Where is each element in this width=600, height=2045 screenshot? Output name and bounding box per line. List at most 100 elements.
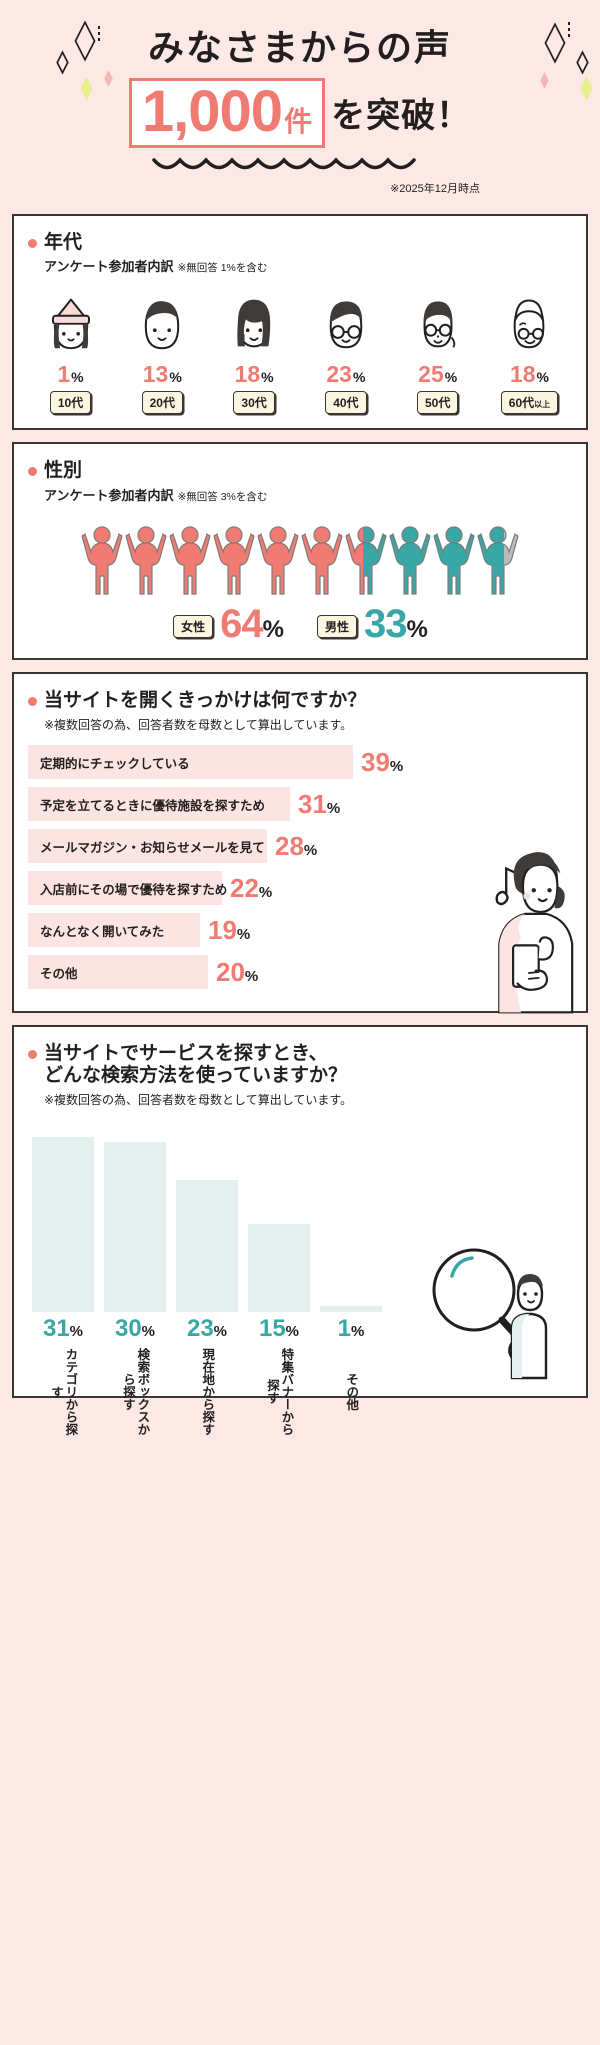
person-icon-female xyxy=(213,526,255,595)
search-label: その他 xyxy=(344,1373,359,1411)
search-label-col: 23% 現在地から探す xyxy=(176,1312,238,1445)
person-icon-female xyxy=(257,526,299,595)
trigger-bar-label: なんとなく開いてみた xyxy=(40,924,165,939)
age-percent: 18% xyxy=(212,363,297,386)
person-icon-noanswer xyxy=(477,526,519,595)
search-bar-col xyxy=(320,1122,382,1312)
search-label-col: 31% カテゴリから探す xyxy=(32,1312,94,1445)
face-20s-icon xyxy=(145,301,180,350)
face-10s-icon xyxy=(51,299,90,350)
gender-pictogram xyxy=(28,518,572,598)
trigger-bar: メールマガジン・お知らせメールを見て xyxy=(28,829,267,864)
page-title: みなさまからの声 xyxy=(147,27,452,68)
male-percent-value: 33 xyxy=(364,602,407,647)
gender-male: 男性 33% xyxy=(317,602,428,647)
man-with-magnifier-illustration xyxy=(432,1248,548,1380)
age-label-pill: 50代 xyxy=(417,391,459,415)
person-icon-female xyxy=(301,526,343,595)
bullet-icon xyxy=(28,697,37,707)
person-icon-male xyxy=(389,526,431,595)
age-subtitle-text: アンケート参加者内訳 xyxy=(44,259,174,275)
age-percent-value: 23 xyxy=(326,361,352,388)
age-percent: 13% xyxy=(120,363,205,386)
age-card: 年代 アンケート参加者内訳 ※無回答 1%を含む 1% xyxy=(12,213,588,431)
count-unit: 件 xyxy=(284,105,313,137)
trigger-bar-value: 39% xyxy=(361,749,403,775)
percent-sign: % xyxy=(389,758,404,776)
percent-sign: % xyxy=(444,369,458,386)
percent-sign: % xyxy=(69,1322,84,1340)
gender-values: 女性 64% 男性 33% xyxy=(28,604,572,644)
trigger-bar-row: その他 20% xyxy=(28,955,572,990)
search-percent-value: 30 xyxy=(114,1314,142,1342)
trigger-bar-row: なんとなく開いてみた 19% xyxy=(28,913,572,948)
age-item: 18% 30代 xyxy=(212,287,297,415)
percent-sign: % xyxy=(326,800,341,818)
percent-sign: % xyxy=(285,1322,300,1340)
age-percent-value: 18 xyxy=(509,361,536,388)
search-percent: 15% xyxy=(248,1314,310,1342)
trigger-bar-value: 19% xyxy=(208,917,250,943)
percent-sign: % xyxy=(261,369,274,386)
female-label-pill: 女性 xyxy=(173,615,214,639)
trigger-bar-value: 22% xyxy=(230,875,272,901)
search-section-header: 当サイトでサービスを探すとき、 どんな検索方法を使っていますか？ ※複数回答の為… xyxy=(28,1043,572,1108)
trigger-value-number: 28 xyxy=(275,831,304,862)
gender-subtitle-text: アンケート参加者内訳 xyxy=(44,488,174,504)
trigger-bar-label: 予定を立てるときに優待施設を探すため xyxy=(40,798,266,813)
search-bar-col xyxy=(248,1122,310,1312)
search-label: 検索ボックスから探す xyxy=(121,1348,150,1436)
percent-sign: % xyxy=(351,1322,365,1340)
age-label: 50代 xyxy=(425,396,451,411)
trigger-section-title: 当サイトを開くきっかけは何ですか？ xyxy=(44,690,367,712)
woman-with-phone-illustration xyxy=(495,851,574,1014)
search-bar xyxy=(320,1305,382,1312)
percent-sign: % xyxy=(258,884,273,902)
percent-sign: % xyxy=(244,968,259,986)
person-icon-split xyxy=(345,526,387,595)
trigger-value-number: 20 xyxy=(216,957,245,988)
age-percent-value: 18 xyxy=(234,361,261,388)
age-label: 10代 xyxy=(57,396,84,411)
face-30s-icon xyxy=(237,300,271,348)
search-label: 現在地から探す xyxy=(200,1348,215,1436)
trigger-value-number: 39 xyxy=(361,747,390,778)
age-label-pill: 10代 xyxy=(49,391,92,415)
age-percent-value: 1 xyxy=(57,361,71,388)
trigger-bar: 定期的にチェックしている xyxy=(28,745,353,780)
age-percent: 23% xyxy=(303,363,388,386)
trigger-bar: なんとなく開いてみた xyxy=(28,913,200,948)
female-percent-value: 64 xyxy=(220,602,263,647)
trigger-value-number: 31 xyxy=(298,789,327,820)
gender-female: 女性 64% xyxy=(173,602,284,647)
trigger-bar: 入店前にその場で優待を探すため xyxy=(28,871,227,906)
percent-sign: % xyxy=(303,842,318,860)
search-label: カテゴリから探す xyxy=(49,1348,78,1436)
trigger-bar-label: 定期的にチェックしている xyxy=(40,756,190,771)
age-label-sup: 以上 xyxy=(534,400,551,410)
male-label-pill: 男性 xyxy=(317,615,358,639)
hero-suffix: を突破！ xyxy=(331,97,472,136)
age-note: ※無回答 1%を含む xyxy=(177,262,268,275)
age-item: 18% 60代以上 xyxy=(487,287,572,415)
trigger-value-number: 19 xyxy=(208,915,237,946)
trigger-bar-value: 28% xyxy=(275,833,317,859)
age-percent-value: 13 xyxy=(142,361,169,388)
bullet-icon xyxy=(28,467,37,477)
search-chart: 31% カテゴリから探す 30% 検索ボックスから探す 23% 現在地から探す … xyxy=(28,1122,572,1436)
infographic-page: みなさまからの声 1,000 件 を突破！ ※2025年12月時点 年代 アンケ… xyxy=(12,20,593,1436)
age-item: 23% 40代 xyxy=(303,287,388,415)
as-of-note: ※2025年12月時点 xyxy=(390,182,480,195)
age-label: 60代 xyxy=(508,396,535,411)
search-bar xyxy=(176,1179,238,1312)
gender-card: 性別 アンケート参加者内訳 ※無回答 3%を含む 女性 64% xyxy=(12,442,588,661)
search-percent-value: 1 xyxy=(337,1314,351,1342)
trigger-bar: 予定を立てるときに優待施設を探すため xyxy=(28,787,290,822)
search-percent-value: 15 xyxy=(258,1314,286,1342)
age-percent: 1% xyxy=(28,363,113,386)
face-50s-icon xyxy=(423,301,455,349)
age-items-row: 1% 10代 13% 20代 xyxy=(28,287,572,415)
search-percent: 23% xyxy=(176,1316,238,1341)
trigger-bar-label: 入店前にその場で優待を探すため xyxy=(40,882,228,897)
percent-sign: % xyxy=(262,616,284,644)
